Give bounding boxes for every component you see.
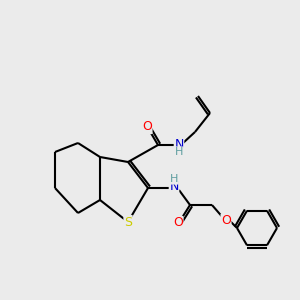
Text: N: N bbox=[174, 137, 184, 151]
Text: O: O bbox=[173, 217, 183, 230]
Text: S: S bbox=[124, 215, 132, 229]
Text: O: O bbox=[221, 214, 231, 227]
Text: H: H bbox=[170, 174, 178, 184]
Text: H: H bbox=[175, 147, 183, 157]
Text: O: O bbox=[142, 121, 152, 134]
Text: N: N bbox=[169, 181, 179, 194]
